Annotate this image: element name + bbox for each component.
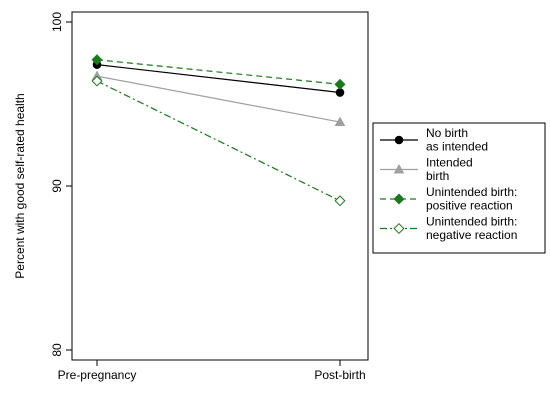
- legend-label: Unintended birth: negative reaction: [426, 215, 517, 243]
- legend-label: No birth as intended: [426, 126, 488, 154]
- circle-marker: [335, 88, 345, 97]
- series-line: [96, 75, 341, 123]
- series-layer: [91, 54, 346, 207]
- plot-area: [71, 11, 369, 361]
- legend-item: Unintended birth: positive reaction: [380, 185, 517, 213]
- series-2: [91, 70, 346, 127]
- series-1: [92, 60, 345, 97]
- triangle-marker: [334, 116, 346, 127]
- diamond-open-marker: [334, 195, 346, 207]
- legend-item: Intended birth: [380, 156, 473, 184]
- legend-label: Unintended birth: positive reaction: [426, 185, 517, 213]
- series-line: [96, 59, 341, 85]
- x-ticks: Pre-pregnancy Post-birth: [58, 360, 366, 382]
- legend-marker: [393, 193, 405, 205]
- legend-label: Intended birth: [426, 156, 473, 184]
- x-tick-label: Pre-pregnancy: [58, 368, 137, 382]
- y-tick-label: 80: [50, 343, 64, 357]
- y-axis-label: Percent with good self-rated health: [13, 93, 27, 278]
- y-ticks: 80 90 100: [50, 12, 72, 357]
- legend-marker: [393, 163, 405, 174]
- series-4: [91, 75, 346, 207]
- legend-item: Unintended birth: negative reaction: [380, 215, 517, 243]
- diamond-marker: [334, 78, 346, 90]
- diamond-marker: [91, 54, 103, 66]
- y-tick-label: 100: [50, 12, 64, 32]
- series-line: [96, 80, 341, 202]
- y-tick-label: 90: [50, 179, 64, 193]
- series-3: [91, 54, 346, 90]
- series-line: [96, 64, 341, 94]
- legend-marker: [393, 222, 405, 235]
- legend-marker: [394, 135, 404, 145]
- x-tick-label: Post-birth: [314, 368, 365, 382]
- axes: [71, 11, 369, 361]
- diamond-open-marker: [91, 75, 103, 87]
- legend-item: No birth as intended: [380, 126, 488, 154]
